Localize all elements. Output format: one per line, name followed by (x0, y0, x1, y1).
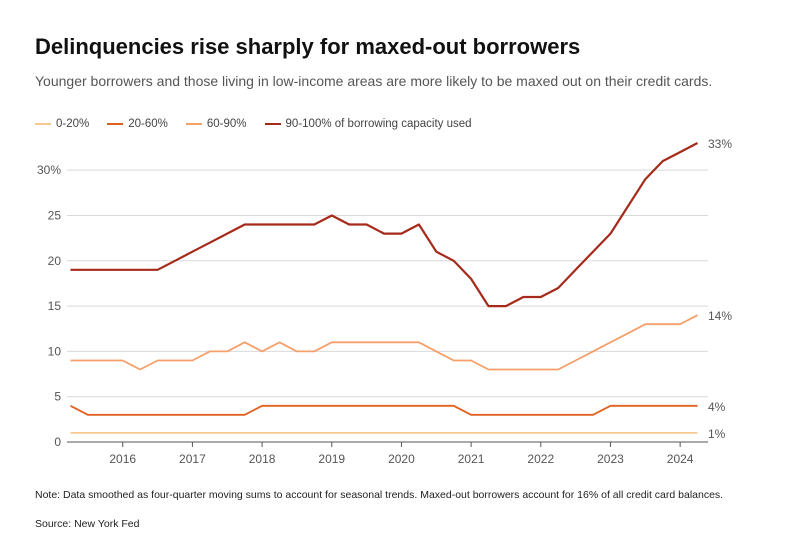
legend: 0-20% 20-60% 60-90% 90-100% of borrowing… (35, 118, 472, 130)
y-tick-label: 20 (48, 254, 62, 268)
legend-swatch (185, 123, 202, 125)
legend-item: 60-90% (185, 118, 247, 130)
series-line (70, 404, 698, 416)
x-tick-label: 2020 (388, 452, 415, 466)
legend-swatch (107, 123, 124, 125)
end-value-label: 14% (708, 309, 732, 323)
legend-swatch (264, 123, 281, 125)
legend-label: 0-20% (56, 118, 90, 130)
y-tick-label: 0 (54, 435, 61, 449)
chart-title: Delinquencies rise sharply for maxed-out… (35, 34, 581, 59)
y-tick-label: 25 (48, 208, 62, 222)
legend-label: 20-60% (128, 118, 168, 130)
y-tick-label: 5 (54, 390, 61, 404)
footnote: Note: Data smoothed as four-quarter movi… (35, 489, 724, 501)
chart-subtitle: Younger borrowers and those living in lo… (35, 73, 713, 89)
legend-label: 60-90% (206, 118, 247, 130)
end-value-label: 33% (708, 137, 732, 151)
series-line (70, 314, 698, 371)
legend-item: 20-60% (107, 118, 168, 130)
y-tick-label: 15 (48, 299, 62, 313)
legend-item: 0-20% (35, 118, 89, 130)
y-tick-label: 30% (37, 163, 61, 177)
legend-swatch (35, 123, 51, 125)
source-note: Source: New York Fed (35, 518, 140, 530)
x-tick-label: 2023 (597, 452, 624, 466)
x-tick-label: 2016 (109, 452, 136, 466)
y-tick-label: 10 (48, 344, 62, 358)
legend-label: 90-100% of borrowing capacity used (285, 118, 472, 130)
series-line (70, 142, 699, 308)
end-value-label: 1% (708, 427, 726, 441)
x-tick-label: 2017 (179, 452, 206, 466)
x-tick-label: 2019 (318, 452, 345, 466)
x-tick-label: 2021 (458, 452, 485, 466)
x-tick-label: 2024 (667, 452, 694, 466)
x-tick-label: 2018 (249, 452, 276, 466)
x-tick-label: 2022 (527, 452, 554, 466)
end-value-label: 4% (708, 400, 726, 414)
legend-item: 90-100% of borrowing capacity used (264, 118, 472, 130)
